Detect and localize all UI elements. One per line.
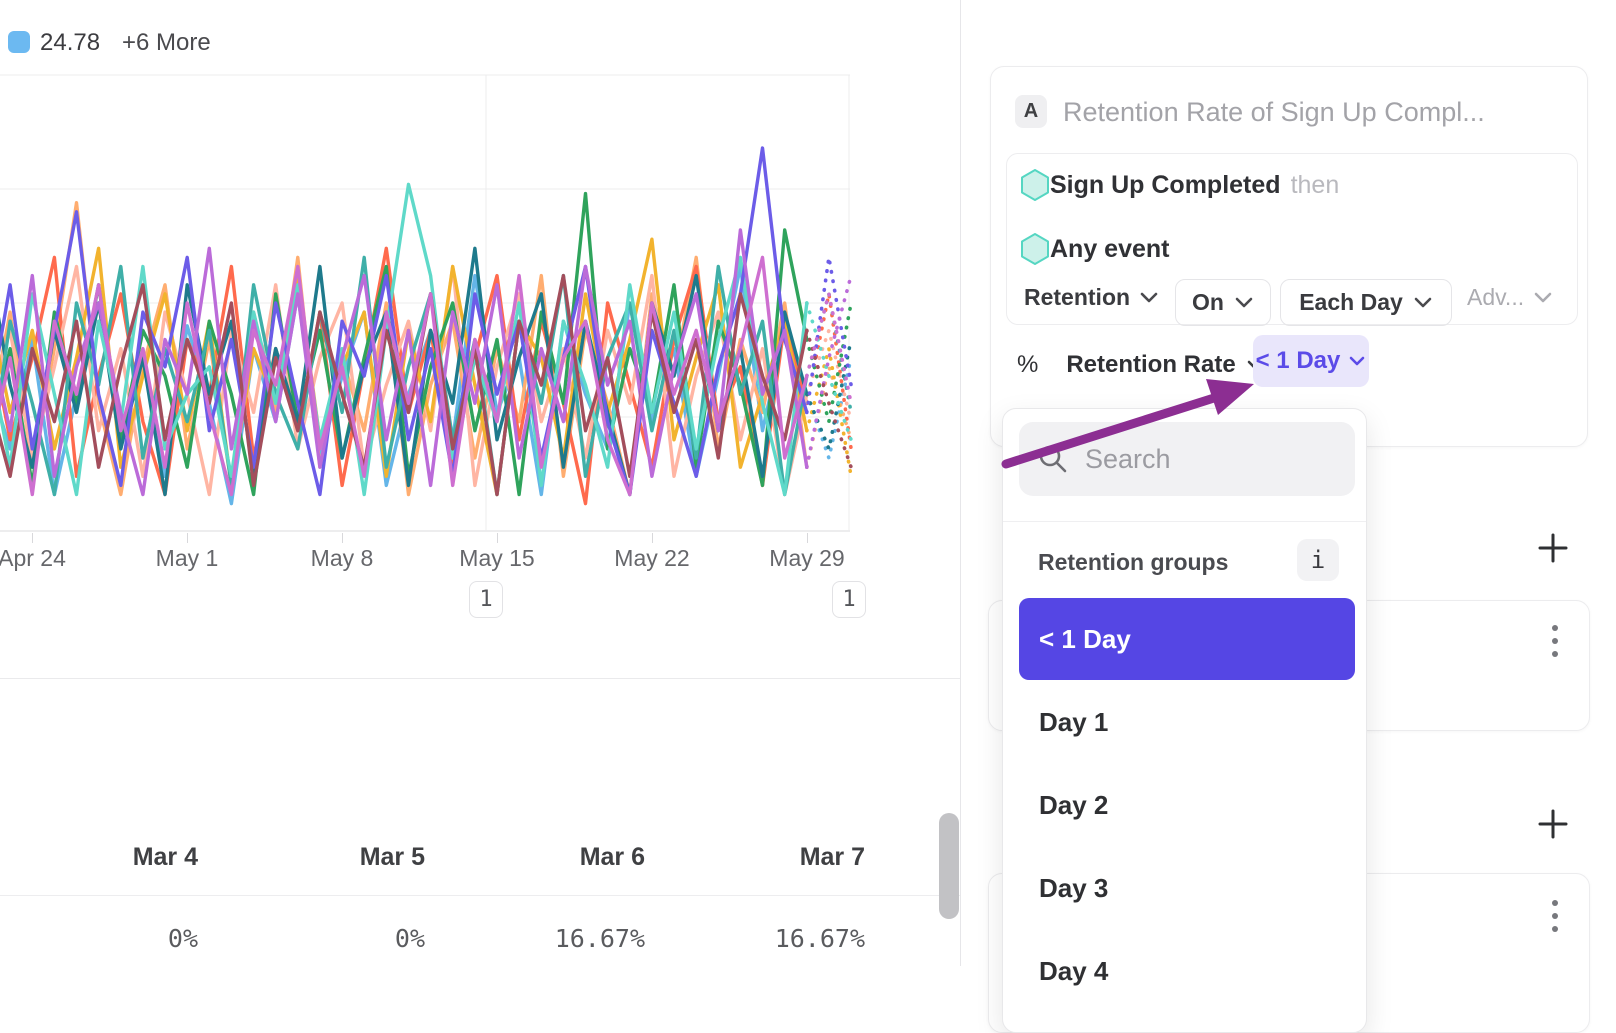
x-axis-label: May 15: [459, 545, 535, 571]
event-steps-card: Sign Up Completed then Any event Retenti…: [1006, 153, 1578, 326]
scrollbar-thumb[interactable]: [939, 813, 959, 919]
on-dropdown-button[interactable]: On: [1175, 279, 1271, 326]
section-divider: [0, 678, 960, 679]
event-2-label[interactable]: Any event: [1050, 234, 1170, 263]
table-column: Mar 5 0%: [235, 0, 425, 966]
info-icon[interactable]: i: [1297, 539, 1339, 581]
kebab-menu-icon[interactable]: [1552, 625, 1560, 657]
add-step-button[interactable]: [1536, 531, 1570, 565]
dropdown-option[interactable]: < 1 Day: [1019, 598, 1355, 680]
table-row-divider: [0, 895, 960, 896]
x-tick-mark: [342, 533, 343, 543]
card-title: Retention Rate of Sign Up Compl...: [1063, 97, 1485, 127]
table-header-cell: Mar 6: [579, 843, 645, 871]
chart-line-forecast: [804, 348, 853, 479]
retention-line-chart: [0, 74, 853, 532]
chevron-down-icon: [1534, 292, 1552, 303]
x-tick-mark: [497, 533, 498, 543]
add-step-button[interactable]: [1536, 807, 1570, 841]
x-axis-label: May 8: [310, 545, 374, 571]
search-input[interactable]: [1085, 443, 1315, 475]
search-box[interactable]: [1019, 422, 1355, 496]
x-axis-label: Apr 24: [0, 545, 66, 571]
metric-row: % Retention Rate: [1017, 351, 1266, 379]
retention-group-dropdown-button[interactable]: < 1 Day: [1253, 335, 1369, 387]
chart-line: [0, 255, 809, 497]
chart-line: [0, 273, 809, 497]
chevron-down-icon: [1350, 356, 1365, 366]
chart-line-forecast: [804, 337, 853, 456]
chart-line-forecast: [804, 301, 853, 442]
retention-type-label: Retention: [1024, 284, 1131, 310]
week-count-badge[interactable]: 1: [832, 581, 866, 618]
chart-line-forecast: [804, 273, 853, 470]
legend-more-button[interactable]: +6 More: [122, 29, 211, 56]
dropdown-option[interactable]: Day 1: [1039, 706, 1109, 737]
event-step-1[interactable]: Sign Up Completed then: [1020, 168, 1339, 202]
chart-line-forecast: [804, 355, 853, 465]
chart-line-forecast: [804, 328, 853, 470]
retention-group-dropdown-panel: Retention groups i < 1 Day Day 1 Day 2 Day …: [1002, 408, 1367, 1033]
hexagon-event-icon: [1021, 233, 1049, 265]
table-header-cell: Mar 4: [132, 843, 198, 871]
percent-sign: %: [1017, 351, 1039, 378]
chevron-down-icon: [1235, 297, 1253, 308]
advanced-label: Adv...: [1467, 284, 1525, 310]
chart-line-forecast: [804, 324, 853, 424]
dropdown-divider: [1003, 521, 1366, 522]
retention-groups-label: Retention groups: [1038, 549, 1229, 575]
table-value-cell: 16.67%: [554, 924, 645, 953]
chart-line: [0, 246, 809, 497]
on-label: On: [1192, 289, 1224, 315]
x-axis-label: May 1: [155, 545, 219, 571]
table-value-cell: 0%: [394, 924, 425, 953]
chart-line: [0, 255, 809, 497]
chart-line-forecast: [804, 359, 853, 470]
hexagon-event-icon: [1021, 169, 1049, 201]
advanced-dropdown[interactable]: Adv...: [1467, 284, 1553, 311]
dropdown-option[interactable]: Day 2: [1039, 789, 1109, 820]
selected-group-label: < 1 Day: [1255, 347, 1341, 374]
event-config-card: A Retention Rate of Sign Up Compl... Sig…: [990, 66, 1588, 447]
table-column: Mar 7 16.67%: [675, 0, 865, 966]
x-axis-label: May 22: [614, 545, 690, 571]
each-day-dropdown-button[interactable]: Each Day: [1280, 279, 1452, 326]
x-tick-mark: [807, 533, 808, 543]
event-1-label[interactable]: Sign Up Completed: [1050, 170, 1281, 199]
panel-divider: [960, 0, 961, 966]
dropdown-option[interactable]: Day 4: [1039, 955, 1109, 986]
event-step-2[interactable]: Any event: [1020, 232, 1169, 266]
table-column: Mar 4 0%: [8, 0, 198, 966]
chevron-down-icon: [1140, 292, 1158, 303]
x-tick-mark: [187, 533, 188, 543]
chart-line: [0, 182, 809, 497]
event-then-label: then: [1290, 170, 1340, 199]
chevron-down-icon: [1414, 297, 1432, 308]
chart-line-forecast: [804, 293, 853, 406]
week-count-badge[interactable]: 1: [469, 581, 503, 618]
each-day-label: Each Day: [1299, 289, 1403, 315]
retention-type-dropdown[interactable]: Retention: [1024, 284, 1159, 311]
search-icon: [1039, 445, 1067, 473]
legend-series-value[interactable]: 24.78: [40, 29, 101, 56]
x-tick-mark: [652, 533, 653, 543]
table-value-cell: 0%: [167, 924, 198, 953]
legend-swatch[interactable]: [8, 31, 30, 53]
table-value-cell: 16.67%: [774, 924, 865, 953]
table-column: Mar 6 16.67%: [455, 0, 645, 966]
retention-rate-label: Retention Rate: [1066, 351, 1236, 378]
series-a-badge: A: [1015, 95, 1047, 128]
table-header-cell: Mar 5: [359, 843, 425, 871]
table-header-cell: Mar 7: [799, 843, 865, 871]
dropdown-option[interactable]: Day 3: [1039, 872, 1109, 903]
x-tick-mark: [32, 533, 33, 543]
retention-rate-dropdown[interactable]: Retention Rate: [1066, 351, 1265, 379]
x-axis-label: May 29: [769, 545, 845, 571]
kebab-menu-icon[interactable]: [1552, 900, 1560, 932]
